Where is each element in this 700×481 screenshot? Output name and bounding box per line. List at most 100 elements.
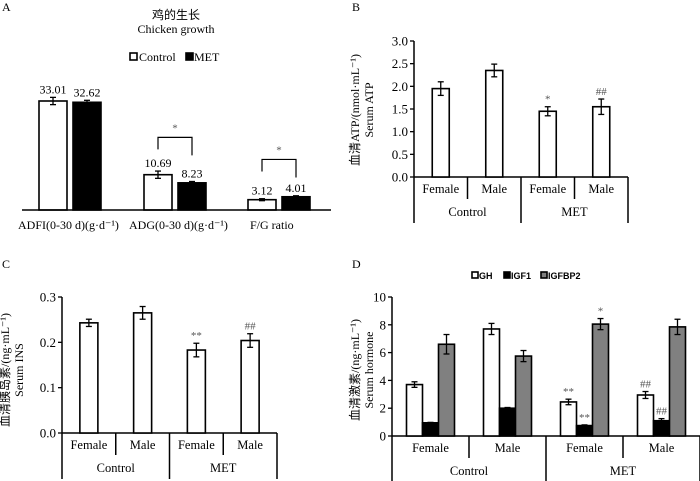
x-category-label: Male bbox=[649, 441, 675, 455]
significance-bracket bbox=[157, 136, 193, 156]
x-category-label: Female bbox=[412, 441, 449, 455]
bar-igf1 bbox=[421, 421, 440, 437]
y-tick-label: 0.0 bbox=[40, 426, 56, 441]
x-group-label: Control bbox=[448, 205, 487, 219]
data-label: 10.69 bbox=[145, 156, 172, 170]
legend-swatch-control bbox=[129, 52, 138, 61]
y-tick-label: 0.1 bbox=[40, 380, 56, 395]
bar-value bbox=[186, 349, 207, 434]
x-category-label: Male bbox=[495, 441, 521, 455]
y-tick-label: 3.0 bbox=[392, 34, 408, 49]
significance-mark: * bbox=[276, 144, 282, 156]
bar-control bbox=[143, 173, 173, 211]
y-tick-label: 8 bbox=[380, 317, 387, 332]
bar-igfbp2 bbox=[591, 323, 610, 437]
x-category-label: Female bbox=[178, 438, 215, 452]
panel-d-legend: GH IGF1 IGFBP2 bbox=[471, 271, 581, 281]
bar-value bbox=[484, 69, 504, 178]
legend-label-control: Control bbox=[139, 50, 176, 64]
panel-b-serum-atp: 血清ATP/(nmol·mL⁻¹) Serum ATP 0.0 0.5 1.0 1.5… bbox=[348, 34, 629, 223]
bar-value bbox=[591, 105, 611, 178]
legend-swatch-gh bbox=[471, 271, 479, 279]
y-tick-label: 6 bbox=[380, 345, 387, 360]
x-group-label: MET bbox=[210, 461, 237, 475]
bar-igfbp2 bbox=[437, 343, 456, 437]
significance-mark: ## bbox=[245, 321, 257, 333]
bar-igfbp2 bbox=[668, 326, 687, 437]
panel-label-d: D bbox=[352, 257, 361, 271]
y-tick-label: 1.0 bbox=[392, 124, 408, 139]
data-label: 8.23 bbox=[182, 167, 203, 181]
panel-label-a: A bbox=[2, 0, 11, 14]
panel-b-ylabel-cn: 血清ATP/(nmol·mL⁻¹) bbox=[348, 54, 362, 166]
bar-gh bbox=[405, 383, 424, 437]
significance-mark: ## bbox=[656, 406, 668, 418]
panel-c-serum-ins: 血清胰岛素/(ng·mL⁻¹) Serum INS 0.0 0.1 0.2 0.3 Fe… bbox=[0, 290, 278, 479]
panel-c-ylabel: Serum INS bbox=[12, 343, 26, 397]
bar-gh bbox=[559, 401, 578, 437]
legend-label-igfbp2: IGFBP2 bbox=[548, 271, 581, 281]
x-category-label: Male bbox=[481, 182, 507, 196]
panel-a-cat-label: ADFI(0-30 d)(g·d⁻¹) bbox=[18, 218, 119, 232]
y-tick-label: 2.5 bbox=[392, 56, 408, 71]
x-category-label: Female bbox=[529, 182, 566, 196]
y-tick-label: 1.5 bbox=[392, 102, 408, 117]
x-category-label: Female bbox=[70, 438, 107, 452]
panel-c-ylabel-cn: 血清胰岛素/(ng·mL⁻¹) bbox=[0, 313, 12, 427]
y-tick-label: 0.5 bbox=[392, 147, 408, 162]
bar-value bbox=[431, 87, 451, 178]
x-group-label: MET bbox=[561, 205, 588, 219]
y-tick-label: 0 bbox=[380, 429, 387, 444]
data-label: 32.62 bbox=[74, 85, 101, 99]
panel-a-chicken-growth: 鸡的生长 Chicken growth Control MET 33.01 10.… bbox=[18, 7, 331, 232]
data-label: 33.01 bbox=[40, 82, 67, 96]
significance-mark: ** bbox=[191, 330, 202, 342]
bar-igf1 bbox=[498, 407, 517, 437]
significance-mark: * bbox=[545, 94, 551, 106]
bar-gh bbox=[636, 394, 655, 437]
y-tick-label: 0.3 bbox=[40, 290, 56, 305]
panel-a-cat-label: ADG(0-30 d)(g·d⁻¹) bbox=[129, 218, 228, 232]
bar-control bbox=[38, 100, 68, 211]
legend-label-igf1: IGF1 bbox=[511, 271, 531, 281]
significance-mark: ** bbox=[579, 412, 590, 424]
y-tick-label: 2.0 bbox=[392, 79, 408, 94]
significance-mark: * bbox=[598, 306, 604, 318]
legend-swatch-igfbp2 bbox=[540, 271, 548, 279]
significance-mark: ## bbox=[596, 86, 608, 98]
panel-b-ylabel: Serum ATP bbox=[362, 82, 376, 137]
bar-value bbox=[538, 110, 558, 178]
significance-mark: ## bbox=[640, 379, 652, 391]
bar-value bbox=[132, 312, 153, 434]
panel-d-serum-hormone: 血清激素/(ng·mL⁻¹) Serum hormone GH IGF1 IGF… bbox=[348, 271, 700, 481]
panel-a-title-cn: 鸡的生长 bbox=[152, 7, 200, 22]
bar-gh bbox=[482, 328, 501, 437]
y-tick-label: 0.2 bbox=[40, 335, 56, 350]
y-tick-label: 4 bbox=[380, 373, 387, 388]
x-category-label: Female bbox=[422, 182, 459, 196]
data-label: 4.01 bbox=[286, 181, 307, 195]
x-category-label: Male bbox=[588, 182, 614, 196]
x-group-label: MET bbox=[610, 464, 637, 478]
bar-met bbox=[281, 195, 311, 211]
significance-bracket bbox=[261, 158, 297, 178]
bar-igf1 bbox=[575, 424, 594, 437]
bar-value bbox=[79, 322, 99, 434]
x-category-label: Male bbox=[237, 438, 263, 452]
y-tick-label: 0.0 bbox=[392, 170, 408, 185]
y-tick-label: 10 bbox=[373, 290, 386, 305]
data-label: 3.12 bbox=[252, 184, 273, 198]
legend-label-gh: GH bbox=[479, 271, 493, 281]
legend-label-met: MET bbox=[194, 50, 220, 64]
x-category-label: Female bbox=[566, 441, 603, 455]
panel-label-c: C bbox=[2, 257, 10, 271]
bar-igfbp2 bbox=[514, 355, 533, 437]
panel-d-ylabel-cn: 血清激素/(ng·mL⁻¹) bbox=[348, 319, 362, 421]
x-group-label: Control bbox=[97, 461, 136, 475]
panel-a-cat-label: F/G ratio bbox=[250, 218, 294, 232]
legend-swatch-igf1 bbox=[503, 271, 511, 279]
x-category-label: Male bbox=[130, 438, 156, 452]
x-group-label: Control bbox=[450, 464, 489, 478]
y-tick-label: 2 bbox=[380, 401, 387, 416]
